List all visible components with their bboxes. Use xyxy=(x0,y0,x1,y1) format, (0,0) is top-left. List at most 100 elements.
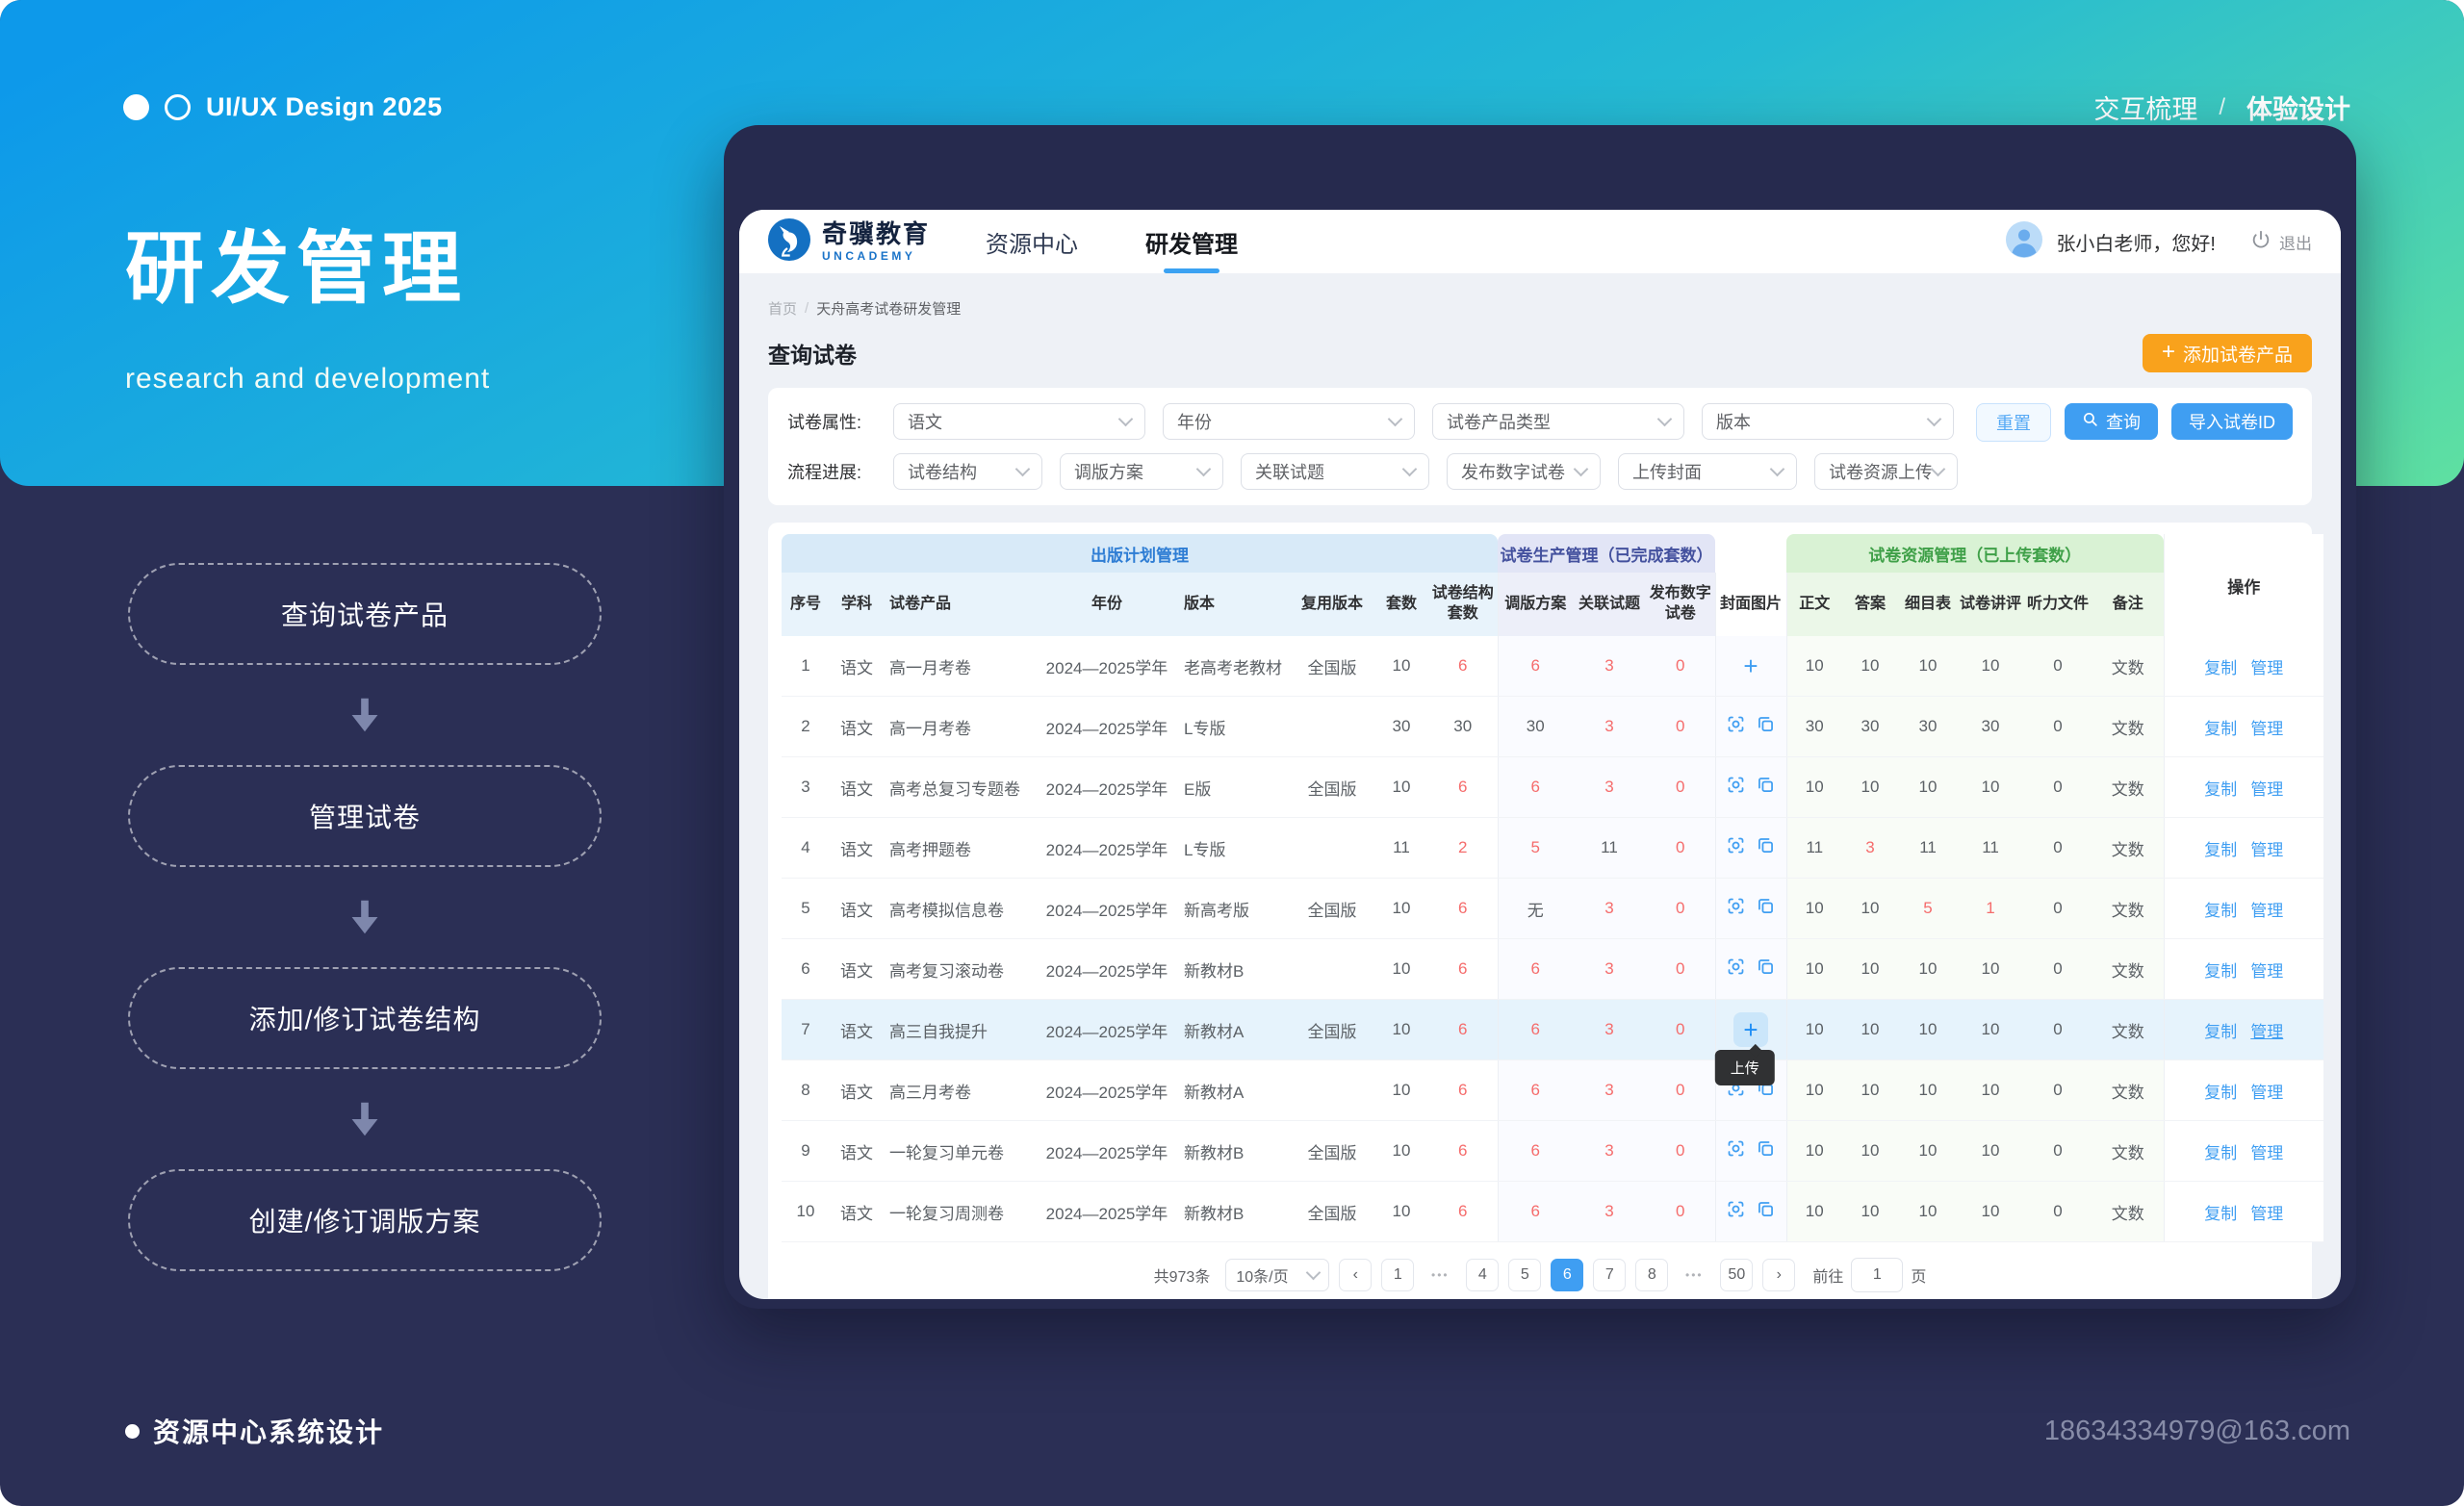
cell-sets: 10 xyxy=(1374,1181,1428,1242)
goto-page-input[interactable]: 1 xyxy=(1851,1258,1904,1292)
digital-paper-select[interactable]: 发布数字试卷 xyxy=(1447,453,1601,490)
copy-link[interactable]: 复制 xyxy=(2204,1143,2238,1162)
table-row[interactable]: 4 语文 高考押题卷 2024—2025学年 L专版 11 2 5 11 0 11 3 11 11 0 文数复… xyxy=(782,817,2324,879)
replace-cover-icon[interactable] xyxy=(1756,1199,1776,1224)
import-paper-id-button[interactable]: 导入试卷ID xyxy=(2171,403,2293,440)
table-row[interactable]: 7 语文 高三自我提升 2024—2025学年 新教材A 全国版 10 6 6 3 0 + 上传 10 10… xyxy=(782,999,2324,1085)
linked-questions-select[interactable]: 关联试题 xyxy=(1241,453,1429,490)
subject-select[interactable]: 语文 xyxy=(893,403,1145,440)
copy-link[interactable]: 复制 xyxy=(2204,719,2238,738)
add-cover-icon[interactable]: + xyxy=(1733,1012,1769,1047)
year-select[interactable]: 年份 xyxy=(1163,403,1415,440)
paper-structure-select[interactable]: 试卷结构 xyxy=(893,453,1042,490)
table-row[interactable]: 10 语文 一轮复习周测卷 2024—2025学年 新教材B 全国版 10 6 6 3 0 10 10 1… xyxy=(782,1181,2324,1242)
page-ellipsis[interactable]: ••• xyxy=(1678,1259,1711,1291)
manage-link[interactable]: 管理 xyxy=(2250,719,2284,738)
copy-link[interactable]: 复制 xyxy=(2204,1022,2238,1041)
manage-link[interactable]: 管理 xyxy=(2250,1143,2284,1162)
cell-reuse: 全国版 xyxy=(1290,999,1374,1060)
cover-upload-select[interactable]: 上传封面 xyxy=(1618,453,1797,490)
resource-upload-select[interactable]: 试卷资源上传 xyxy=(1814,453,1958,490)
preview-cover-icon[interactable] xyxy=(1726,714,1746,739)
user-avatar[interactable] xyxy=(2006,220,2043,263)
replace-cover-icon[interactable] xyxy=(1756,775,1776,800)
preview-cover-icon[interactable] xyxy=(1726,835,1746,860)
replace-cover-icon[interactable] xyxy=(1756,835,1776,860)
page-size-select[interactable]: 10条/页 xyxy=(1225,1259,1330,1291)
app-logo[interactable]: 奇骥教育 UNCADEMY xyxy=(768,217,930,266)
group-publish-plan: 出版计划管理 xyxy=(782,534,1498,573)
table-row[interactable]: 6 语文 高考复习滚动卷 2024—2025学年 新教材B 10 6 6 3 0 10 10 10 10 0… xyxy=(782,938,2324,1000)
page-button-6[interactable]: 6 xyxy=(1551,1259,1584,1291)
preview-cover-icon[interactable] xyxy=(1726,896,1746,921)
version-select[interactable]: 版本 xyxy=(1702,403,1954,440)
copy-link[interactable]: 复制 xyxy=(2204,840,2238,859)
manage-link[interactable]: 管理 xyxy=(2250,1022,2284,1041)
hero-title: 研发管理 xyxy=(125,225,469,313)
preview-cover-icon[interactable] xyxy=(1726,1199,1746,1224)
copy-link[interactable]: 复制 xyxy=(2204,1083,2238,1102)
chevron-down-icon xyxy=(1306,1264,1322,1281)
manage-link[interactable]: 管理 xyxy=(2250,840,2284,859)
table-row[interactable]: 1 语文 高一月考卷 2024—2025学年 老高考老教材 全国版 10 6 6 3 0 +10 10 1… xyxy=(782,636,2324,697)
page-button-7[interactable]: 7 xyxy=(1593,1259,1627,1291)
manage-link[interactable]: 管理 xyxy=(2250,1083,2284,1102)
column-header: 调版方案 xyxy=(1497,573,1573,636)
slide-tab-interaction[interactable]: 交互梳理 xyxy=(2093,95,2198,124)
replace-cover-icon[interactable] xyxy=(1756,1138,1776,1163)
slide-tab-experience[interactable]: 体验设计 xyxy=(2246,95,2350,124)
reset-button[interactable]: 重置 xyxy=(1976,403,2051,442)
replace-cover-icon[interactable] xyxy=(1756,957,1776,982)
preview-cover-icon[interactable] xyxy=(1726,1138,1746,1163)
cell-sets: 10 xyxy=(1374,1120,1428,1182)
replace-cover-icon[interactable] xyxy=(1756,714,1776,739)
copy-link[interactable]: 复制 xyxy=(2204,658,2238,677)
page-ellipsis[interactable]: ••• xyxy=(1424,1259,1457,1291)
next-page-button[interactable]: › xyxy=(1762,1259,1796,1291)
add-paper-product-button[interactable]: + 添加试卷产品 xyxy=(2142,334,2312,372)
search-button[interactable]: 查询 xyxy=(2065,403,2158,440)
page-button-5[interactable]: 5 xyxy=(1508,1259,1542,1291)
nav-item-rd-management[interactable]: 研发管理 xyxy=(1145,210,1238,273)
cell-questions: 3 xyxy=(1573,938,1646,1000)
cell-subject: 语文 xyxy=(830,1059,884,1121)
cell-body: 10 xyxy=(1785,756,1843,818)
cell-product: 高考模拟信息卷 xyxy=(884,878,1036,939)
cell-digital: 0 xyxy=(1646,696,1716,757)
cell-questions: 3 xyxy=(1573,1059,1646,1121)
copy-link[interactable]: 复制 xyxy=(2204,779,2238,799)
manage-link[interactable]: 管理 xyxy=(2250,901,2284,920)
replace-cover-icon[interactable] xyxy=(1756,896,1776,921)
copy-link[interactable]: 复制 xyxy=(2204,1204,2238,1223)
nav-item-resource-center[interactable]: 资源中心 xyxy=(986,231,1079,258)
cell-version: L专版 xyxy=(1178,696,1290,757)
copy-link[interactable]: 复制 xyxy=(2204,961,2238,981)
chevron-down-icon xyxy=(1573,461,1589,477)
table-row[interactable]: 9 语文 一轮复习单元卷 2024—2025学年 新教材B 全国版 10 6 6 3 0 10 10 10… xyxy=(782,1120,2324,1182)
table-row[interactable]: 2 语文 高一月考卷 2024—2025学年 L专版 30 30 30 3 0 30 30 30 30 0 文… xyxy=(782,696,2324,757)
cell-sets: 10 xyxy=(1374,878,1428,939)
manage-link[interactable]: 管理 xyxy=(2250,1204,2284,1223)
add-cover-icon[interactable]: + xyxy=(1743,651,1758,680)
page-button-4[interactable]: 4 xyxy=(1466,1259,1500,1291)
layout-plan-select[interactable]: 调版方案 xyxy=(1060,453,1223,490)
table-row[interactable]: 8 语文 高三月考卷 2024—2025学年 新教材A 10 6 6 3 0 10 10 10 10 0 文数… xyxy=(782,1059,2324,1121)
page-button-1[interactable]: 1 xyxy=(1381,1259,1415,1291)
manage-link[interactable]: 管理 xyxy=(2250,961,2284,981)
table-row[interactable]: 3 语文 高考总复习专题卷 2024—2025学年 E版 全国版 10 6 6 3 0 10 10 10 1… xyxy=(782,756,2324,818)
cell-struct: 6 xyxy=(1428,1181,1498,1242)
breadcrumb-home[interactable]: 首页 xyxy=(768,301,798,318)
manage-link[interactable]: 管理 xyxy=(2250,779,2284,799)
page-button-50[interactable]: 50 xyxy=(1720,1259,1754,1291)
preview-cover-icon[interactable] xyxy=(1726,775,1746,800)
product-type-select[interactable]: 试卷产品类型 xyxy=(1432,403,1684,440)
preview-cover-icon[interactable] xyxy=(1726,957,1746,982)
column-header: 备注 xyxy=(2092,573,2165,636)
page-button-8[interactable]: 8 xyxy=(1635,1259,1669,1291)
table-row[interactable]: 5 语文 高考模拟信息卷 2024—2025学年 新高考版 全国版 10 6 无 3 0 10 10 5 1… xyxy=(782,878,2324,939)
prev-page-button[interactable]: ‹ xyxy=(1339,1259,1373,1291)
manage-link[interactable]: 管理 xyxy=(2250,658,2284,677)
cell-digital: 0 xyxy=(1646,756,1716,818)
logout-button[interactable]: 退出 xyxy=(2250,229,2312,255)
copy-link[interactable]: 复制 xyxy=(2204,901,2238,920)
